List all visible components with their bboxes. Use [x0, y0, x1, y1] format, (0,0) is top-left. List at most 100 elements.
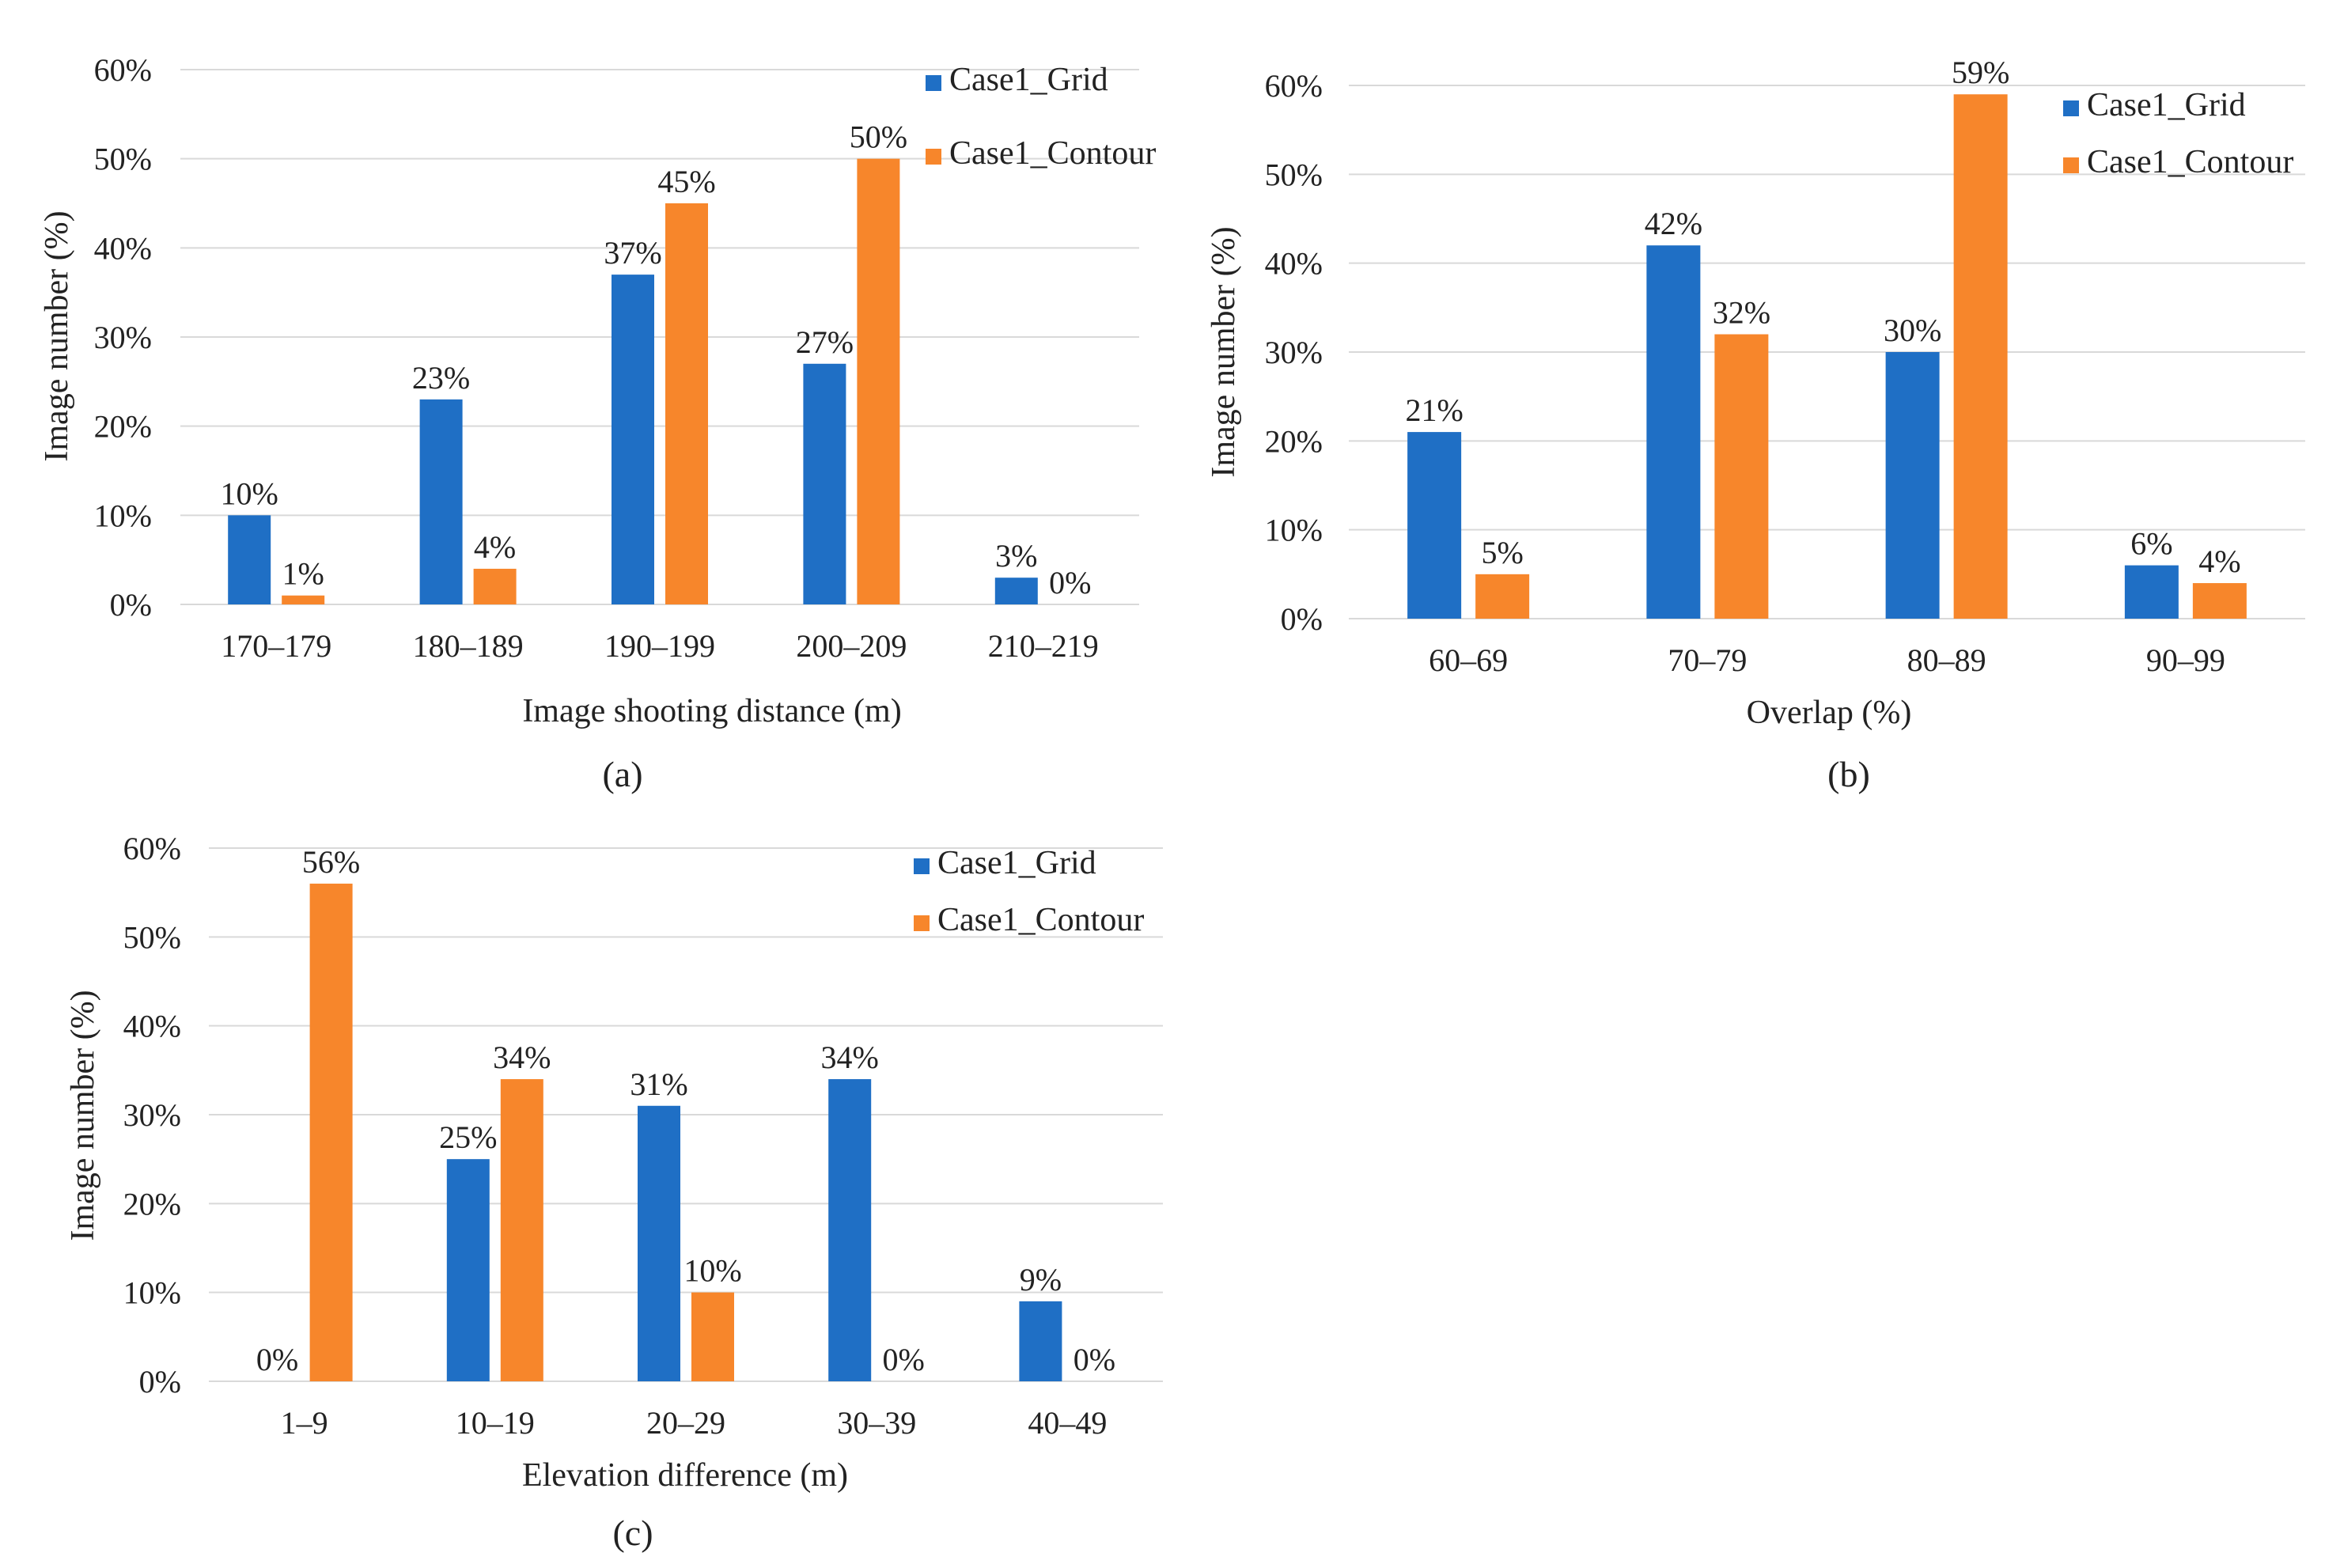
- bar-case1-grid: [1019, 1301, 1062, 1381]
- x-tick-label: 1–9: [281, 1405, 328, 1441]
- data-label: 21%: [1405, 392, 1463, 428]
- legend-entry: Case1_Grid: [937, 845, 1096, 881]
- bar-case1-contour: [473, 568, 517, 604]
- bar-case1-grid: [446, 1159, 490, 1381]
- y-tick-label: 50%: [94, 142, 152, 177]
- data-label: 23%: [412, 360, 470, 396]
- panel-label: (b): [1827, 754, 1870, 794]
- data-label: 27%: [796, 324, 854, 360]
- y-axis-title: Image number (%): [65, 990, 101, 1240]
- y-tick-label: 60%: [94, 52, 152, 88]
- data-label: 34%: [493, 1040, 551, 1075]
- x-tick-label: 40–49: [1028, 1405, 1107, 1441]
- y-tick-label: 20%: [1265, 423, 1323, 459]
- y-tick-label: 40%: [94, 230, 152, 266]
- data-label: 59%: [1952, 55, 2009, 90]
- data-label: 34%: [821, 1040, 879, 1075]
- data-label: 50%: [850, 119, 907, 155]
- bar-case1-contour: [282, 595, 325, 604]
- panel-label: (a): [602, 754, 642, 794]
- data-label: 0%: [1074, 1342, 1115, 1377]
- data-label: 31%: [630, 1066, 687, 1102]
- legend-swatch: [926, 75, 941, 91]
- bar-case1-grid: [2124, 565, 2179, 619]
- legend: Case1_Grid Case1_Contour: [2063, 87, 2293, 180]
- y-tick-label: 30%: [94, 320, 152, 355]
- x-axis-title: Image shooting distance (m): [522, 693, 901, 729]
- y-tick-label: 40%: [123, 1009, 181, 1044]
- x-tick-label: 200–209: [796, 628, 907, 664]
- bar-case1-contour: [309, 883, 353, 1381]
- data-label: 9%: [1020, 1262, 1062, 1297]
- data-label: 25%: [439, 1119, 497, 1155]
- bar-case1-grid: [1646, 245, 1701, 619]
- data-label: 0%: [256, 1342, 298, 1377]
- data-label: 1%: [282, 556, 324, 592]
- bar-case1-contour: [857, 158, 900, 604]
- legend-swatch: [926, 149, 941, 165]
- y-tick-label: 60%: [123, 831, 181, 866]
- chart-panel-a: 0% 10% 20% 30% 40% 50% 60% 170–179 10% 1% 180–189 2…: [39, 52, 1156, 794]
- x-tick-label: 20–29: [646, 1405, 725, 1441]
- data-label: 56%: [302, 844, 360, 880]
- y-tick-label: 50%: [1265, 157, 1323, 192]
- data-label: 3%: [995, 538, 1037, 574]
- legend-swatch: [2063, 100, 2079, 116]
- panel-label: (c): [612, 1513, 653, 1553]
- chart-panel-c: 0% 10% 20% 30% 40% 50% 60% 1–9 0% 56% 10–19 25% 34% 2…: [65, 831, 1163, 1553]
- legend: Case1_Grid Case1_Contour: [914, 845, 1144, 938]
- bar-case1-contour: [2192, 583, 2247, 619]
- y-tick-label: 30%: [123, 1097, 181, 1133]
- data-label: 10%: [683, 1253, 741, 1289]
- bar-case1-contour: [691, 1292, 734, 1381]
- data-label: 6%: [2130, 526, 2172, 562]
- bar-case1-grid: [638, 1105, 680, 1381]
- data-label: 30%: [1884, 312, 1941, 348]
- x-axis-title: Elevation difference (m): [522, 1457, 848, 1494]
- data-label: 42%: [1645, 206, 1702, 241]
- data-label: 45%: [657, 164, 715, 199]
- bar-case1-contour: [500, 1079, 543, 1381]
- data-label: 4%: [2198, 543, 2240, 579]
- legend-swatch: [914, 915, 930, 931]
- x-axis-title: Overlap (%): [1747, 695, 1912, 731]
- bar-case1-contour: [1953, 94, 2008, 619]
- x-tick-label: 90–99: [2146, 642, 2225, 678]
- legend-swatch: [914, 858, 930, 874]
- y-tick-label: 50%: [123, 919, 181, 955]
- y-tick-label: 30%: [1265, 335, 1323, 370]
- y-tick-label: 60%: [1265, 68, 1323, 104]
- y-tick-label: 20%: [94, 409, 152, 445]
- y-tick-label: 0%: [1281, 601, 1323, 637]
- data-label: 0%: [883, 1342, 925, 1377]
- bar-case1-grid: [228, 515, 271, 604]
- y-axis-title: Image number (%): [1206, 226, 1242, 477]
- data-label: 0%: [1049, 565, 1091, 600]
- data-label: 5%: [1481, 535, 1523, 570]
- bar-case1-grid: [612, 275, 654, 604]
- x-tick-label: 180–189: [413, 628, 524, 664]
- legend-entry: Case1_Grid: [2087, 87, 2246, 123]
- legend-swatch: [2063, 157, 2079, 173]
- data-label: 32%: [1713, 295, 1770, 331]
- x-tick-label: 10–19: [456, 1405, 535, 1441]
- bar-case1-contour: [1714, 334, 1769, 619]
- bar-case1-grid: [419, 399, 463, 604]
- x-tick-label: 170–179: [221, 628, 331, 664]
- x-tick-label: 80–89: [1907, 642, 1986, 678]
- data-label: 4%: [474, 529, 516, 565]
- legend: Case1_Grid Case1_Contour: [926, 62, 1156, 172]
- bar-case1-contour: [665, 203, 708, 604]
- bar-case1-grid: [1407, 432, 1462, 619]
- legend-entry: Case1_Contour: [949, 135, 1156, 172]
- y-tick-label: 40%: [1265, 246, 1323, 282]
- y-tick-label: 10%: [1265, 513, 1323, 548]
- bar-case1-grid: [803, 363, 846, 604]
- x-tick-label: 210–219: [988, 628, 1099, 664]
- x-tick-label: 70–79: [1668, 642, 1747, 678]
- x-tick-label: 190–199: [604, 628, 715, 664]
- bar-case1-contour: [1475, 574, 1530, 619]
- y-tick-label: 0%: [110, 587, 152, 623]
- y-tick-label: 10%: [123, 1275, 181, 1311]
